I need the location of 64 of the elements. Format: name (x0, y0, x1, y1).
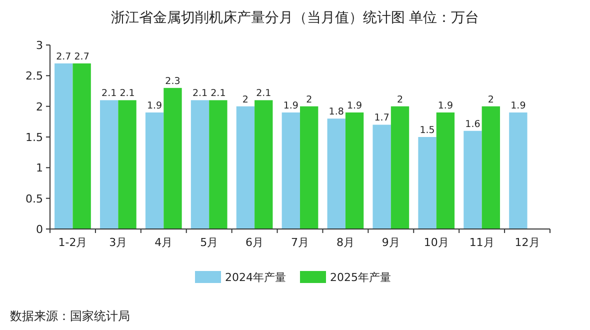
bar (54, 63, 73, 229)
bar (482, 106, 500, 229)
chart-title: 浙江省金属切削机床产量分月（当月值）统计图 单位：万台 (110, 10, 480, 26)
x-tick-label: 6月 (246, 236, 264, 249)
data-label: 2.1 (256, 88, 272, 100)
x-tick-label: 7月 (291, 236, 309, 249)
x-tick-label: 8月 (336, 236, 354, 249)
y-tick-label: 0.5 (26, 192, 43, 206)
bar (372, 124, 391, 229)
source-note: 数据来源：国家统计局 (10, 309, 130, 323)
data-label: 1.9 (346, 100, 362, 112)
bar (345, 112, 364, 229)
data-label: 1.9 (438, 100, 454, 112)
x-tick-label: 10月 (424, 236, 449, 249)
data-label: 2.7 (56, 51, 72, 62)
y-tick-label: 1.5 (26, 131, 43, 144)
y-tick-label: 2 (36, 100, 43, 114)
y-tick-label: 3 (36, 39, 43, 52)
legend-label: 2024年产量 (225, 271, 286, 284)
bar (418, 137, 436, 229)
bar (464, 130, 482, 229)
data-label: 2.1 (210, 88, 226, 100)
bar (100, 100, 118, 229)
bar (327, 118, 346, 229)
y-tick-label: 2.5 (26, 70, 43, 83)
data-label: 1.9 (146, 100, 162, 112)
data-label: 2.1 (120, 88, 135, 100)
data-label: 2.3 (165, 76, 180, 87)
data-label: 1.9 (510, 100, 526, 112)
bar (254, 100, 273, 229)
data-label: 1.5 (420, 125, 435, 136)
data-label: 2.1 (192, 88, 208, 100)
data-label: 1.6 (465, 118, 480, 130)
x-tick-label: 1-2月 (58, 236, 88, 249)
y-tick-label: 1 (36, 162, 43, 175)
bar (190, 100, 210, 229)
x-tick-label: 9月 (382, 236, 400, 249)
bar (390, 106, 410, 229)
bar (164, 88, 182, 229)
bar (209, 100, 228, 229)
x-tick-label: 12月 (514, 236, 540, 249)
x-tick-label: 11月 (469, 236, 494, 249)
data-label: 1.9 (283, 100, 298, 112)
data-label: 2 (242, 94, 248, 106)
data-label: 2 (488, 94, 494, 106)
x-tick-label: 3月 (109, 236, 128, 249)
x-tick-label: 4月 (154, 236, 173, 249)
x-tick-label: 5月 (200, 236, 218, 249)
bar (436, 112, 455, 229)
legend-label: 2025年产量 (330, 271, 391, 284)
bar (72, 63, 91, 229)
bar (236, 106, 255, 229)
data-label: 2 (396, 94, 404, 106)
data-label: 1.7 (374, 112, 390, 124)
bar (509, 112, 528, 229)
bar (145, 112, 164, 229)
data-label: 2.1 (102, 88, 117, 100)
data-label: 2.7 (74, 51, 90, 62)
bar (282, 112, 300, 229)
data-label: 1.8 (328, 106, 344, 118)
y-tick-label: 0 (36, 223, 43, 236)
data-label: 2 (306, 94, 312, 106)
bar (118, 100, 136, 229)
bar (300, 106, 318, 229)
